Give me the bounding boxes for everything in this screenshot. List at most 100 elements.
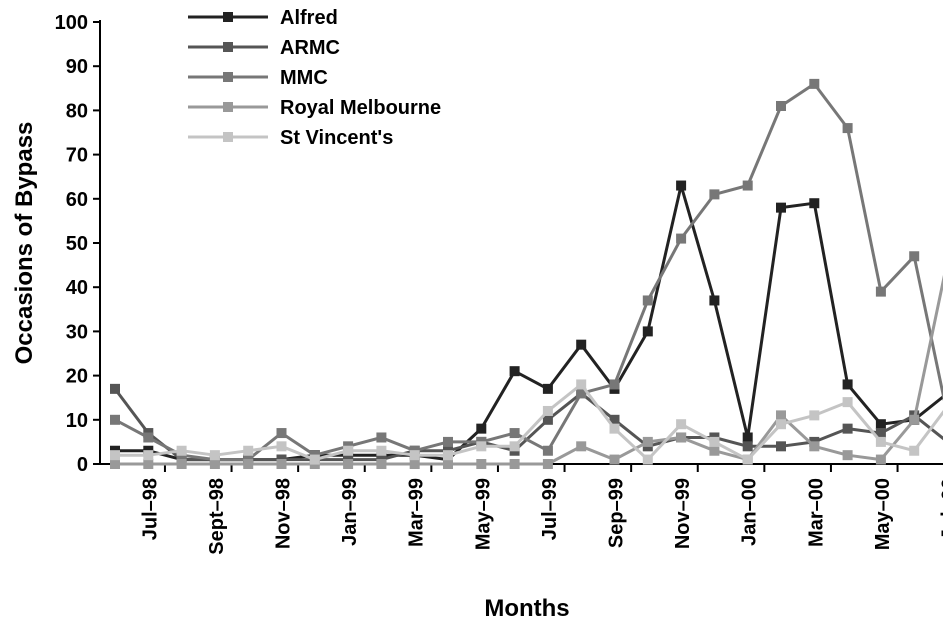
legend: Alfred ARMC MMC Royal Melbourne St Vincent's xyxy=(188,7,441,149)
data-point xyxy=(209,459,220,469)
data-point xyxy=(176,445,187,456)
plot-area xyxy=(110,78,943,469)
x-tick-label: Sept–98 xyxy=(206,478,228,555)
data-point xyxy=(509,366,520,377)
legend-swatch-marker xyxy=(223,102,233,112)
data-point xyxy=(875,428,886,439)
legend-swatch-marker xyxy=(223,42,233,52)
data-point xyxy=(509,428,520,439)
data-point xyxy=(676,180,687,191)
data-point xyxy=(809,410,820,421)
x-tick-label: Mar–99 xyxy=(406,478,428,547)
data-point xyxy=(376,432,387,443)
data-point xyxy=(609,379,620,390)
data-point xyxy=(276,441,287,452)
data-point xyxy=(443,436,453,447)
legend-label: Royal Melbourne xyxy=(280,97,441,119)
series-line xyxy=(115,274,943,466)
data-point xyxy=(676,419,687,430)
legend-label: ARMC xyxy=(280,37,340,59)
data-point xyxy=(742,432,753,443)
data-point xyxy=(509,459,520,469)
data-point xyxy=(709,295,720,306)
data-point xyxy=(742,180,753,191)
data-point xyxy=(776,100,786,111)
data-point xyxy=(776,419,786,430)
data-point xyxy=(209,450,220,461)
data-point xyxy=(443,459,453,469)
data-point xyxy=(609,423,620,434)
data-point xyxy=(110,450,120,461)
y-tick-label: 50 xyxy=(66,233,88,255)
y-tick-label: 70 xyxy=(66,145,88,167)
data-point xyxy=(576,388,587,399)
series-alfred xyxy=(110,180,943,465)
data-point xyxy=(542,445,553,456)
x-axis-title: Months xyxy=(484,595,569,622)
data-point xyxy=(909,251,920,262)
x-tick-label: Jan–00 xyxy=(739,478,761,546)
data-point xyxy=(842,423,853,434)
data-point xyxy=(809,198,820,209)
y-axis: 0 10 20 30 40 50 60 70 80 90 100 xyxy=(55,12,101,476)
data-point xyxy=(776,202,786,213)
data-point xyxy=(176,459,187,469)
y-tick-label: 100 xyxy=(55,12,88,34)
data-point xyxy=(576,441,587,452)
data-point xyxy=(842,379,853,390)
x-tick-label: Nov–98 xyxy=(273,478,295,549)
x-tick-label: Jul–98 xyxy=(139,478,161,540)
data-point xyxy=(875,436,886,447)
y-tick-label: 20 xyxy=(66,366,88,388)
legend-swatch-marker xyxy=(223,72,233,82)
data-point xyxy=(842,450,853,461)
data-point xyxy=(409,450,420,461)
y-tick-label: 40 xyxy=(66,277,88,299)
x-tick-label: May–00 xyxy=(872,478,894,550)
data-point xyxy=(143,450,154,461)
x-tick-label: Jan–99 xyxy=(339,478,361,546)
y-tick-label: 90 xyxy=(66,56,88,78)
data-point xyxy=(110,383,120,394)
data-point xyxy=(809,441,820,452)
data-point xyxy=(409,459,420,469)
data-point xyxy=(742,454,753,465)
data-point xyxy=(875,286,886,297)
x-tick-label: Jul–00 xyxy=(939,478,943,540)
data-point xyxy=(542,414,553,425)
legend-swatch-marker xyxy=(223,132,233,142)
data-point xyxy=(576,379,587,390)
data-point xyxy=(110,414,120,425)
legend-label: MMC xyxy=(280,67,328,89)
data-point xyxy=(875,419,886,430)
data-point xyxy=(609,454,620,465)
data-point xyxy=(542,405,553,416)
y-axis-title: Occasions of Bypass xyxy=(11,122,38,365)
data-point xyxy=(642,326,653,337)
series-st-vincent-s xyxy=(110,379,943,465)
data-point xyxy=(276,428,287,439)
y-tick-label: 30 xyxy=(66,321,88,343)
data-point xyxy=(343,445,354,456)
x-tick-label: May–99 xyxy=(472,478,494,550)
y-tick-label: 0 xyxy=(77,454,88,476)
x-axis: Jul–98 Sept–98 Nov–98 Jan–99 Mar–99 May–99 Jul… xyxy=(100,463,943,555)
x-tick-label: Jul–99 xyxy=(539,478,561,540)
data-point xyxy=(243,459,254,469)
data-point xyxy=(143,432,154,443)
data-point xyxy=(110,459,120,469)
data-point xyxy=(443,450,453,461)
data-point xyxy=(875,454,886,465)
x-tick-label: Nov–99 xyxy=(672,478,694,549)
data-point xyxy=(343,459,354,469)
x-tick-label: Mar–00 xyxy=(805,478,827,547)
data-point xyxy=(476,441,487,452)
data-point xyxy=(509,441,520,452)
data-point xyxy=(676,432,687,443)
data-point xyxy=(709,436,720,447)
data-point xyxy=(709,445,720,456)
data-point xyxy=(609,414,620,425)
y-tick-label: 60 xyxy=(66,189,88,211)
data-point xyxy=(542,383,553,394)
data-point xyxy=(642,295,653,306)
